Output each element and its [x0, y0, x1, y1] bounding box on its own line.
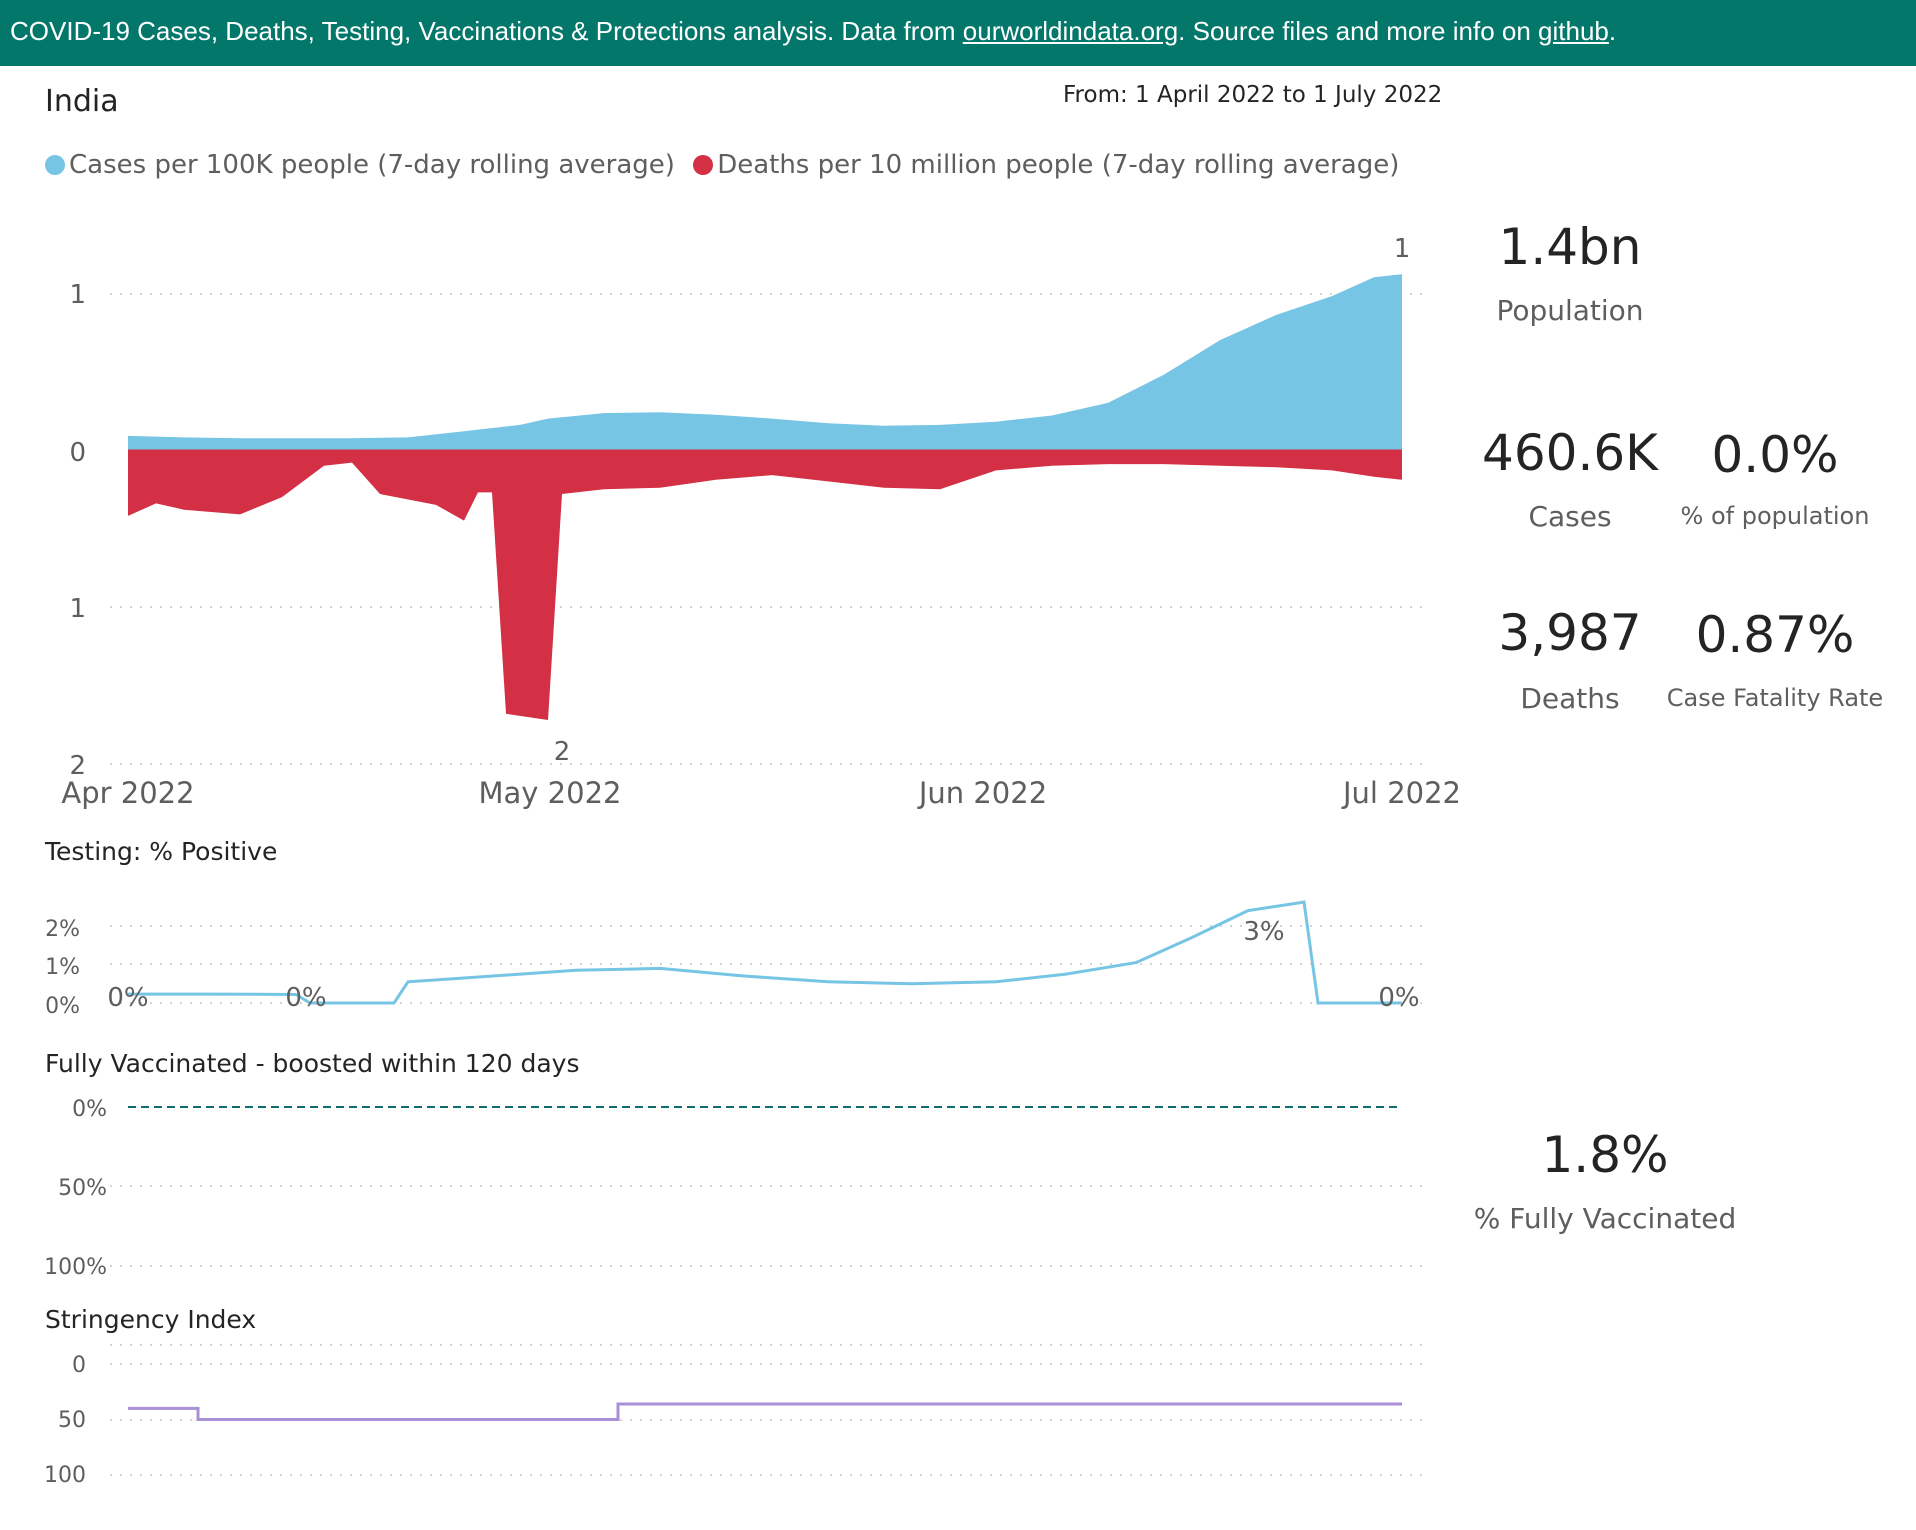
- owid-link[interactable]: ourworldindata.org: [962, 16, 1179, 46]
- vaccinated-title: Fully Vaccinated - boosted within 120 da…: [45, 1049, 579, 1078]
- data-label: 0%: [1378, 983, 1419, 1013]
- deaths-area[interactable]: [128, 450, 1402, 720]
- vaccinated-value: 1.8%: [1541, 1126, 1669, 1184]
- x-tick-label: Apr 2022: [61, 776, 194, 810]
- legend-deaths[interactable]: Deaths per 10 million people (7-day roll…: [693, 150, 1399, 180]
- y-tick-label: 1%: [45, 955, 80, 980]
- y-tick-label: 0%: [45, 994, 80, 1019]
- testing-title: Testing: % Positive: [44, 837, 277, 866]
- chart-legend: Cases per 100K people (7-day rolling ave…: [45, 150, 1399, 180]
- deaths-label: Deaths: [1520, 682, 1620, 715]
- cases-label: Cases: [1528, 500, 1612, 533]
- stringency-title: Stringency Index: [45, 1305, 256, 1334]
- github-link[interactable]: github: [1538, 16, 1609, 46]
- y-tick-label: 100%: [44, 1255, 107, 1280]
- pct-population-value: 0.0%: [1711, 426, 1839, 484]
- cases-area[interactable]: [128, 274, 1402, 450]
- x-tick-label: May 2022: [479, 776, 622, 810]
- date-range: From: 1 April 2022 to 1 July 2022: [1063, 82, 1443, 108]
- data-label: 0%: [285, 983, 326, 1013]
- deaths-value: 3,987: [1498, 604, 1642, 662]
- banner-text-end: .: [1608, 16, 1617, 46]
- x-tick-label: Jun 2022: [917, 776, 1047, 810]
- y-tick-label: 1: [69, 594, 86, 624]
- legend-cases-label: Cases per 100K people (7-day rolling ave…: [69, 150, 675, 180]
- banner-text: COVID-19 Cases, Deaths, Testing, Vaccina…: [10, 16, 963, 46]
- y-tick-label: 1: [69, 280, 86, 310]
- cfr-value: 0.87%: [1695, 606, 1855, 664]
- y-tick-label: 2%: [45, 917, 80, 942]
- population-value: 1.4bn: [1498, 218, 1642, 276]
- legend-deaths-label: Deaths per 10 million people (7-day roll…: [717, 150, 1400, 180]
- y-tick-label: 0: [69, 438, 86, 468]
- y-tick-label: 50%: [58, 1176, 107, 1201]
- banner-text-middle: . Source files and more info on: [1178, 16, 1539, 46]
- country-title: India: [45, 84, 119, 119]
- y-tick-label: 0: [72, 1353, 86, 1378]
- cases-swatch: [45, 155, 65, 175]
- pct-population-label: % of population: [1680, 502, 1870, 530]
- data-label: 0%: [107, 983, 148, 1013]
- data-label: 3%: [1243, 917, 1284, 947]
- legend-cases[interactable]: Cases per 100K people (7-day rolling ave…: [45, 150, 675, 180]
- population-label: Population: [1496, 294, 1644, 327]
- y-tick-label: 100: [44, 1463, 86, 1488]
- testing-line[interactable]: [128, 900, 1402, 1005]
- vaccinated-label: % Fully Vaccinated: [1473, 1202, 1737, 1235]
- data-label: 1: [1394, 234, 1411, 264]
- y-tick-label: 50: [58, 1408, 86, 1433]
- cases-value: 460.6K: [1482, 424, 1658, 482]
- y-tick-label: 0%: [72, 1097, 107, 1122]
- x-tick-label: Jul 2022: [1341, 776, 1461, 810]
- cfr-label: Case Fatality Rate: [1666, 684, 1884, 712]
- data-label: 2: [554, 737, 571, 767]
- header-banner: COVID-19 Cases, Deaths, Testing, Vaccina…: [0, 0, 1916, 66]
- y-tick-label: 2: [69, 751, 86, 781]
- deaths-swatch: [693, 155, 714, 175]
- stringency-line[interactable]: [128, 1402, 1402, 1421]
